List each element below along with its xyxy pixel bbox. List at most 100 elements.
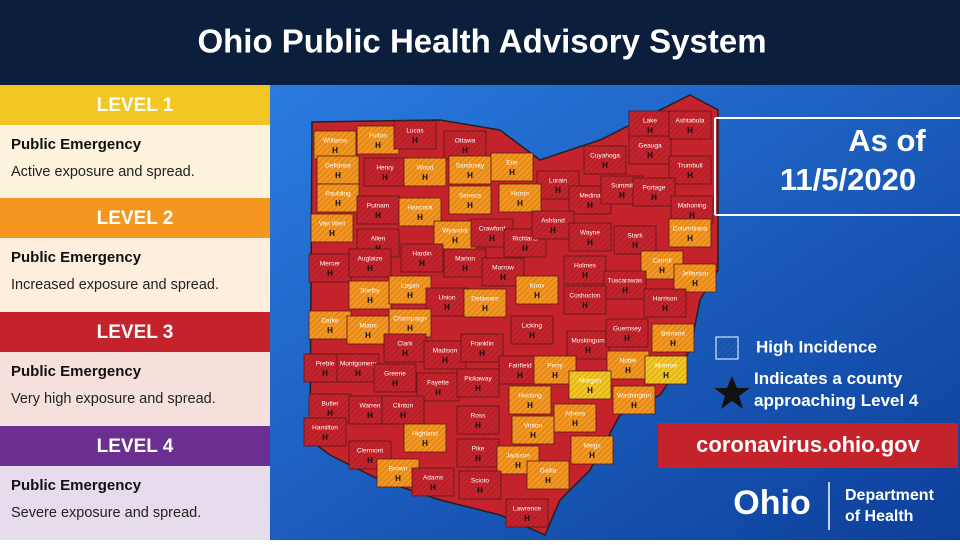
- county-marker: H: [402, 349, 408, 358]
- county-name: Columbiana: [673, 226, 708, 233]
- county-hatch: [669, 111, 711, 139]
- county-marker: H: [365, 331, 371, 340]
- county-marker: H: [550, 226, 556, 235]
- county-marker: H: [509, 168, 515, 177]
- logo-department: of Health: [845, 508, 913, 525]
- county-name: Wyandot: [442, 228, 468, 235]
- county-hatch: [607, 351, 649, 379]
- level-description: Severe exposure and spread.: [11, 505, 201, 521]
- county-name: Holmes: [574, 263, 597, 270]
- county-name: Cuyahoga: [590, 153, 620, 160]
- website[interactable]: coronavirus.ohio.gov: [696, 432, 920, 457]
- county-hatch: [401, 244, 443, 272]
- county-hatch: [569, 223, 611, 251]
- county-marker: H: [659, 266, 665, 275]
- county-hatch: [516, 276, 558, 304]
- level-description: Very high exposure and spread.: [11, 391, 216, 407]
- star-icon: [714, 376, 750, 409]
- level-header: [0, 426, 270, 466]
- county-marker: H: [662, 304, 668, 313]
- county-name: Fairfield: [508, 363, 532, 370]
- level-header: [0, 85, 270, 125]
- website-box[interactable]: [658, 423, 958, 468]
- county-hatch: [567, 331, 609, 359]
- county-marker: H: [632, 241, 638, 250]
- level-label: LEVEL 4: [97, 436, 174, 457]
- county-marker: H: [375, 211, 381, 220]
- county-marker: H: [585, 346, 591, 355]
- county-marker: H: [624, 334, 630, 343]
- level-title: Public Emergency: [11, 249, 142, 266]
- county-hatch: [564, 256, 606, 284]
- county-name: Lorain: [549, 178, 567, 185]
- county-marker: H: [407, 324, 413, 333]
- county-marker: H: [587, 386, 593, 395]
- county-name: Ashland: [541, 218, 565, 225]
- county-marker: H: [395, 474, 401, 483]
- county-name: Lake: [643, 118, 657, 125]
- county-name: Licking: [522, 323, 543, 330]
- county-hatch: [674, 264, 716, 292]
- county-marker: H: [534, 291, 540, 300]
- county-name: Adams: [423, 475, 444, 482]
- county-name: Hamilton: [312, 425, 338, 432]
- county-marker: H: [524, 514, 530, 523]
- county-marker: H: [392, 379, 398, 388]
- date: 11/5/2020: [780, 162, 916, 197]
- county-hatch: [317, 184, 359, 212]
- county-name: Hancock: [407, 205, 433, 212]
- county-name: Huron: [511, 191, 529, 198]
- county-name: Ashtabula: [676, 118, 705, 125]
- county-marker: H: [479, 349, 485, 358]
- county-hatch: [457, 406, 499, 434]
- county-marker: H: [329, 229, 335, 238]
- county-marker: H: [530, 431, 536, 440]
- county-marker: H: [442, 356, 448, 365]
- county-marker: H: [332, 146, 338, 155]
- county-name: Guernsey: [613, 326, 642, 333]
- county-marker: H: [477, 486, 483, 495]
- level-title: Public Emergency: [11, 363, 142, 380]
- level-body: [0, 125, 270, 198]
- county-marker: H: [587, 238, 593, 247]
- county-marker: H: [327, 326, 333, 335]
- county-marker: H: [582, 301, 588, 310]
- county-hatch: [404, 424, 446, 452]
- county-marker: H: [327, 269, 333, 278]
- county-hatch: [389, 309, 431, 337]
- county-name: Champaign: [393, 316, 427, 323]
- county-hatch: [499, 184, 541, 212]
- county-name: Union: [439, 295, 456, 302]
- county-name: Carroll: [652, 258, 672, 265]
- county-marker: H: [335, 171, 341, 180]
- county-hatch: [459, 471, 501, 499]
- county-name: Clinton: [393, 403, 414, 410]
- county-marker: H: [687, 234, 693, 243]
- county-hatch: [449, 186, 491, 214]
- county-name: Harrison: [653, 296, 678, 303]
- county-marker: H: [367, 296, 373, 305]
- county-hatch: [457, 439, 499, 467]
- level-title: Public Emergency: [11, 136, 142, 153]
- county-name: Scioto: [471, 478, 489, 485]
- county-marker: H: [631, 401, 637, 410]
- county-name: Noble: [620, 358, 637, 365]
- county-hatch: [394, 121, 436, 149]
- county-marker: H: [475, 384, 481, 393]
- county-hatch: [512, 416, 554, 444]
- county-marker: H: [587, 201, 593, 210]
- county-hatch: [652, 324, 694, 352]
- county-name: Meigs: [583, 443, 601, 450]
- county-hatch: [633, 178, 675, 206]
- county-name: Trumbull: [677, 163, 703, 170]
- level-label: LEVEL 3: [97, 322, 174, 343]
- county-hatch: [364, 158, 406, 186]
- county-name: Belmont: [661, 331, 685, 338]
- county-hatch: [461, 334, 503, 362]
- legend-hatch: [716, 337, 738, 359]
- county-marker: H: [647, 126, 653, 135]
- county-hatch: [669, 219, 711, 247]
- county-name: Mercer: [320, 261, 341, 268]
- county-name: Ross: [471, 413, 487, 420]
- level-description: Increased exposure and spread.: [11, 277, 219, 293]
